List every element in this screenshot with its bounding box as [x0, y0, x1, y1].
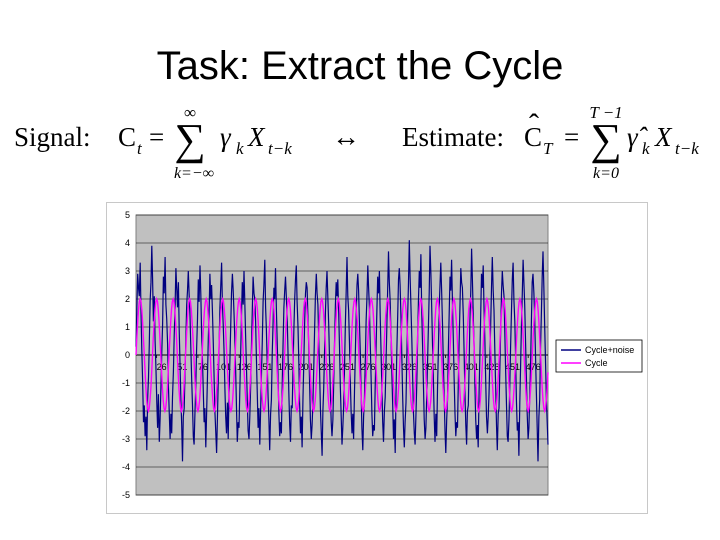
estimate-equals: = [564, 122, 579, 152]
legend-box [555, 339, 643, 373]
signal-lhs: C [118, 122, 136, 152]
legend-entry-label: Cycle+noise [585, 345, 634, 355]
x-tick-label: 476 [526, 362, 541, 372]
x-tick-label: 401 [464, 362, 479, 372]
y-axis: 5 4 3 2 1 0 -1 -2 -3 -4 -5 [122, 210, 130, 500]
x-tick-label: 151 [257, 362, 272, 372]
formula: Signal: C t = ∞ ∑ k=−∞ γ k X t−k ↔ Estim… [14, 103, 699, 182]
x-tick-label: 376 [443, 362, 458, 372]
y-tick-label: 4 [125, 238, 130, 248]
y-tick-label: -5 [122, 490, 130, 500]
sum-sigma-left: ∑ [174, 115, 205, 164]
series-cycle-line [135, 296, 549, 414]
x-sub-left: t−k [268, 139, 292, 158]
y-tick-label: -2 [122, 406, 130, 416]
y-tick-label: 0 [125, 350, 130, 360]
y-tick-label: -4 [122, 462, 130, 472]
y-tick-label: 1 [125, 322, 130, 332]
legend: Cycle+noise Cycle [555, 339, 643, 373]
equivalence-arrow: ↔ [332, 122, 360, 153]
estimate-hat: ˆ [529, 108, 539, 141]
gamma-left: γ [220, 122, 232, 152]
gamma-sub-left: k [236, 139, 244, 158]
x-tick-label: 451 [505, 362, 520, 372]
x-tick-label: 351 [422, 362, 437, 372]
signal-label: Signal: [14, 122, 91, 152]
y-tick-label: -3 [122, 434, 130, 444]
x-left: X [247, 122, 266, 152]
x-sub-right: t−k [675, 139, 699, 158]
sum-lower-left: k=−∞ [174, 165, 214, 182]
estimate-lhs: C [524, 122, 542, 152]
y-tick-label: -1 [122, 378, 130, 388]
x-tick-label: 251 [340, 362, 355, 372]
legend-entry-label: Cycle [585, 358, 608, 368]
estimate-lhs-sub: T [543, 139, 554, 158]
sum-sigma-right: ∑ [590, 115, 621, 164]
signal-lhs-sub: t [137, 139, 143, 158]
sum-lower-right: k=0 [593, 165, 619, 182]
series-cycle-noise-line [135, 240, 549, 462]
estimate-label: Estimate: [402, 122, 504, 152]
y-tick-label: 3 [125, 266, 130, 276]
x-tick-label: 176 [278, 362, 293, 372]
y-tick-label: 2 [125, 294, 130, 304]
y-tick-label: 5 [125, 210, 130, 220]
x-tick-label: 201 [299, 362, 314, 372]
x-right: X [654, 122, 673, 152]
x-tick-label: 301 [381, 362, 396, 372]
gamma-sub-right: k [642, 139, 650, 158]
sum-upper-left: ∞ [184, 103, 196, 122]
sum-upper-right: T −1 [589, 103, 622, 122]
x-tick-label: 51 [177, 362, 187, 372]
x-tick-label: 101 [216, 362, 231, 372]
x-tick-label: 276 [361, 362, 376, 372]
signal-equals: = [149, 122, 164, 152]
series-layer [135, 240, 549, 462]
slide-title: Task: Extract the Cycle [156, 44, 564, 88]
